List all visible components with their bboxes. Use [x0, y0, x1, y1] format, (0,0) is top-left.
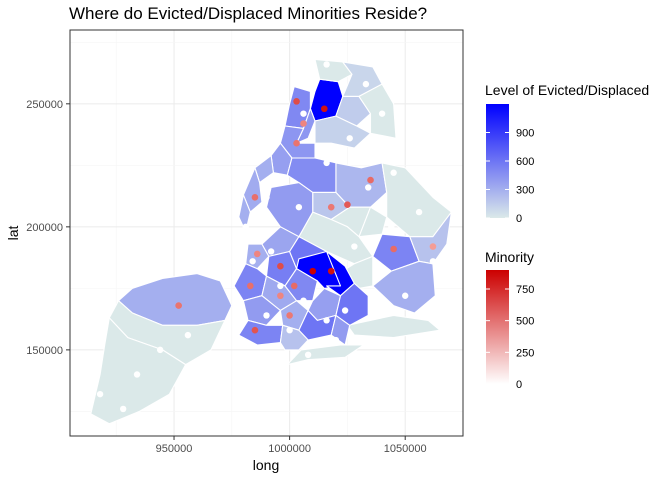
fill-legend-ticks: 0 300 600 900 — [486, 128, 534, 225]
minority-dot-layer — [175, 98, 437, 334]
minority-dot-2 — [293, 98, 300, 105]
y-tick-label: 200000 — [26, 222, 63, 234]
district-polygon-40 — [242, 295, 281, 326]
district-polygon-12 — [358, 83, 397, 139]
district-polygon-13 — [314, 115, 372, 149]
minority-dot-35 — [277, 292, 284, 300]
minority-dot-34 — [247, 282, 254, 290]
minority-dot-20 — [390, 245, 397, 253]
minority-dot-21 — [429, 243, 437, 250]
district-marker-27 — [332, 336, 340, 344]
minority-dot-32 — [309, 267, 317, 275]
district-polygon-27 — [265, 182, 314, 238]
district-marker-4 — [346, 135, 353, 142]
minority-dot-14 — [367, 176, 374, 184]
district-marker-31 — [119, 405, 127, 413]
minority-dot-41 — [251, 326, 259, 334]
district-marker-22 — [300, 297, 307, 304]
district-polygon-5 — [270, 142, 293, 176]
district-marker-29 — [184, 331, 192, 339]
district-marker-2 — [362, 80, 370, 88]
minority-dot-7 — [251, 194, 259, 201]
district-marker-16 — [254, 218, 261, 226]
minority-dot-29 — [253, 250, 261, 258]
district-marker-7 — [365, 184, 372, 191]
y-tick-label: 150000 — [26, 345, 63, 357]
plot-panel — [69, 29, 464, 437]
minority-legend-colorbar — [486, 270, 509, 384]
district-marker-8 — [390, 169, 397, 176]
fill-legend-colorbar — [486, 104, 509, 218]
district-marker-12 — [402, 292, 409, 299]
x-axis-title: long — [253, 457, 279, 473]
district-marker-20 — [249, 258, 256, 265]
district-polygon-47 — [90, 317, 187, 425]
x-tick-label: 1050000 — [384, 443, 427, 455]
legend-tick-label: 600 — [516, 156, 534, 168]
panel-border — [69, 29, 464, 437]
district-marker-6 — [300, 110, 307, 117]
district-marker-26 — [341, 307, 349, 314]
minority-dot-16 — [327, 203, 335, 211]
y-axis-title: lat — [5, 226, 21, 241]
district-polygon-36 — [284, 268, 318, 302]
minority-legend: Minority 0 250 500 750 — [485, 249, 534, 391]
district-marker-15 — [263, 194, 270, 201]
district-marker-28 — [304, 351, 312, 358]
district-marker-21 — [277, 282, 284, 290]
minority-dot-3 — [300, 120, 307, 127]
legend-tick-label: 0 — [516, 213, 522, 225]
minority-dot-30 — [277, 262, 284, 270]
district-marker-layer — [96, 61, 437, 413]
district-polygon-26 — [286, 344, 365, 366]
minority-dot-39 — [286, 312, 293, 319]
fill-legend: Level of Evicted/Displaced 0 300 600 900 — [485, 82, 649, 225]
x-tick-label: 1000000 — [268, 443, 311, 455]
district-marker-23 — [323, 317, 330, 324]
district-marker-17 — [242, 223, 249, 231]
district-marker-33 — [96, 390, 104, 398]
minority-dot-1 — [320, 105, 328, 113]
district-marker-5 — [323, 159, 330, 167]
legend-tick-label: 750 — [516, 284, 534, 296]
district-marker-19 — [267, 248, 275, 255]
legend-tick-label: 250 — [516, 347, 534, 359]
y-axis: 150000 200000 250000 — [26, 99, 70, 357]
district-marker-24 — [263, 312, 270, 319]
district-marker-1 — [323, 61, 330, 68]
legend-tick-label: 0 — [516, 379, 522, 391]
district-marker-3 — [378, 110, 386, 117]
x-axis: 950000 1000000 1050000 — [156, 436, 427, 455]
district-marker-30 — [133, 371, 141, 378]
minority-dot-4 — [293, 139, 300, 147]
district-marker-25 — [286, 326, 293, 334]
minority-dot-17 — [344, 201, 351, 209]
minority-dot-45 — [175, 302, 182, 309]
legend-tick-label: 900 — [516, 128, 534, 140]
x-tick-label: 950000 — [156, 443, 193, 455]
district-marker-13 — [351, 243, 358, 250]
district-marker-14 — [295, 203, 303, 211]
minority-dot-36 — [290, 282, 298, 290]
district-polygon-22 — [372, 260, 436, 314]
district-marker-18 — [258, 233, 266, 240]
district-polygon-7 — [242, 167, 263, 213]
minority-legend-ticks: 0 250 500 750 — [486, 284, 534, 391]
minority-legend-title: Minority — [485, 249, 534, 265]
y-tick-label: 250000 — [26, 99, 63, 111]
district-polygon-11 — [335, 95, 372, 127]
fill-legend-title: Level of Evicted/Displaced — [485, 82, 649, 98]
district-marker-32 — [156, 346, 164, 354]
legend-tick-label: 500 — [516, 316, 534, 328]
district-marker-10 — [388, 223, 395, 231]
district-marker-11 — [429, 258, 437, 265]
chart-title: Where do Evicted/Displaced Minorities Re… — [69, 4, 427, 23]
district-marker-9 — [415, 208, 423, 216]
minority-dot-33 — [327, 267, 335, 275]
legend-tick-label: 300 — [516, 185, 534, 197]
district-polygon-8 — [238, 194, 251, 233]
district-polygon-25 — [346, 314, 441, 339]
